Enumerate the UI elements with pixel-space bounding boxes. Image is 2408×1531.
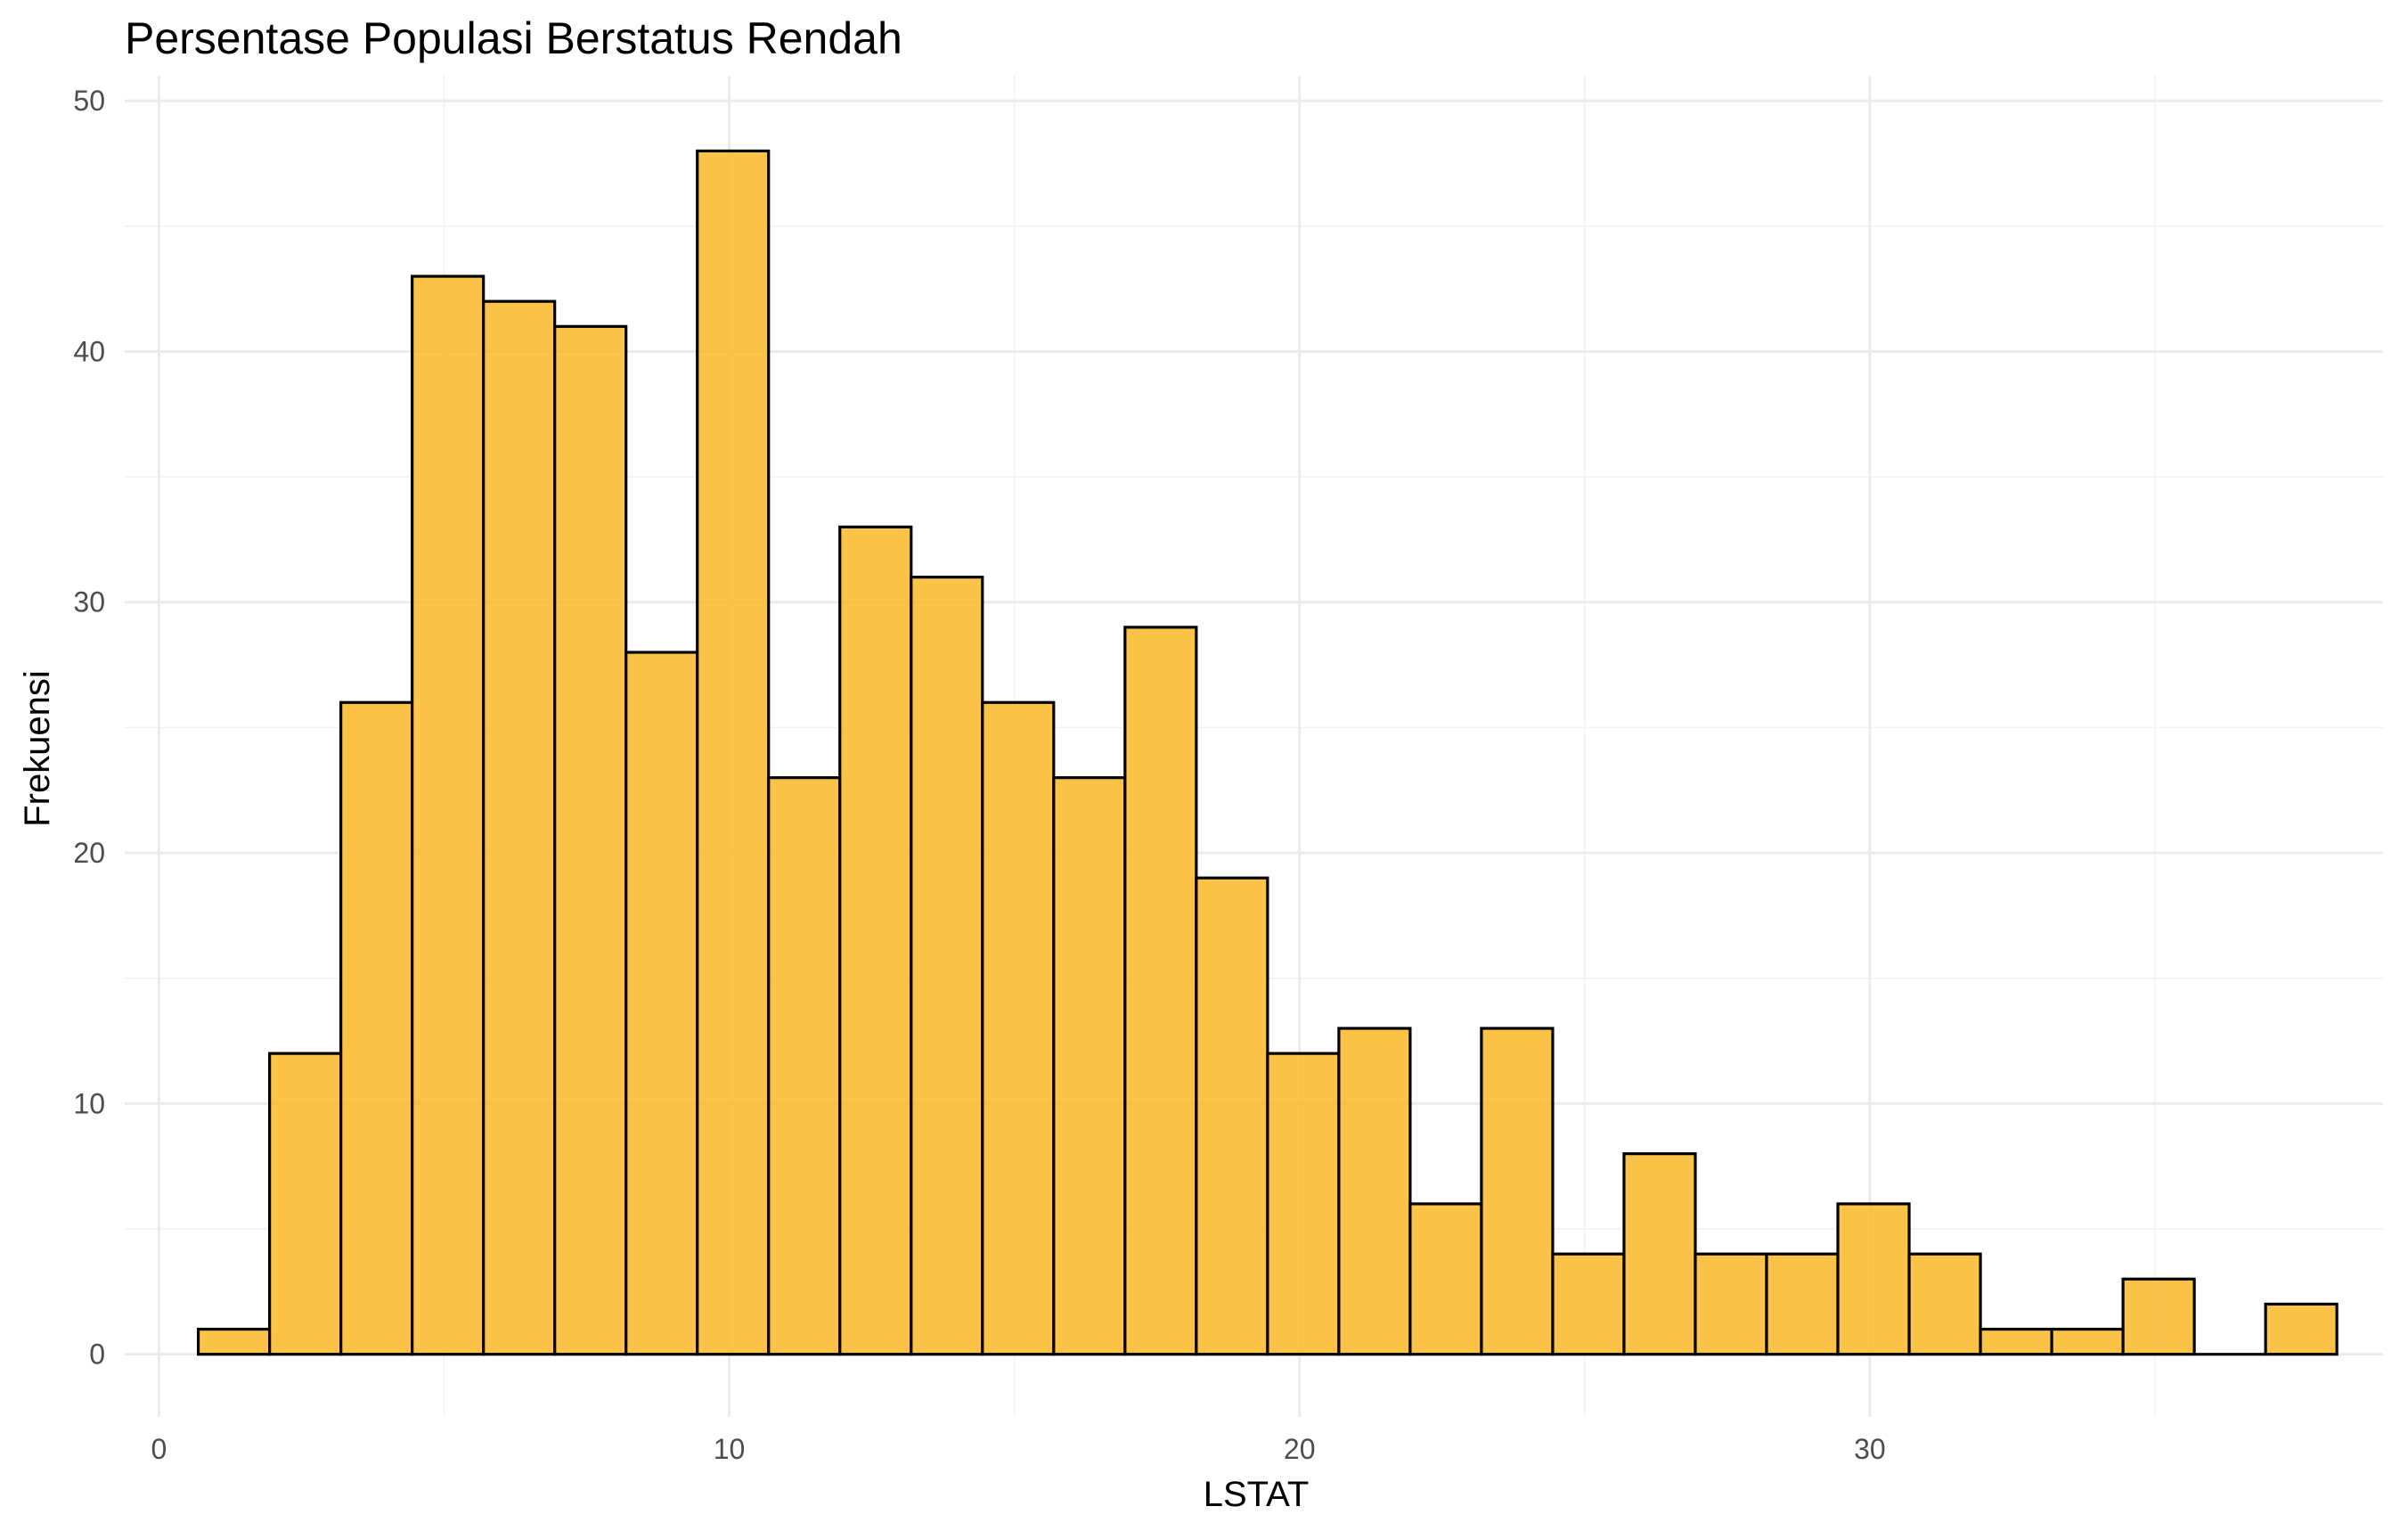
histogram-bars xyxy=(196,149,2339,1356)
y-tick-label: 50 xyxy=(73,85,105,117)
y-tick-label: 20 xyxy=(73,837,105,869)
y-tick-label: 0 xyxy=(89,1339,105,1371)
histogram-bar xyxy=(1408,1202,1483,1356)
histogram-bar xyxy=(1266,1052,1341,1356)
y-tick-label: 40 xyxy=(73,335,105,367)
histogram-bar xyxy=(1123,626,1198,1356)
histogram-bar xyxy=(981,700,1056,1356)
histogram-bar xyxy=(2050,1327,2125,1356)
histogram-bar xyxy=(1337,1027,1412,1356)
histogram-bar xyxy=(1551,1252,1626,1356)
histogram-bar xyxy=(1622,1152,1697,1356)
histogram-bar xyxy=(1979,1327,2053,1356)
histogram-bar xyxy=(696,149,771,1356)
histogram-bar xyxy=(267,1052,343,1356)
x-axis-ticks: 0 10 20 30 xyxy=(151,1433,1886,1465)
histogram-bar xyxy=(624,651,699,1356)
histogram-bar xyxy=(1836,1202,1911,1356)
histogram-bar xyxy=(1765,1252,1840,1356)
histogram-bar xyxy=(1907,1252,1982,1356)
histogram-bar xyxy=(411,274,486,1356)
chart-title: Persentase Populasi Berstatus Rendah xyxy=(125,13,902,63)
histogram-bar xyxy=(1195,876,1269,1356)
x-axis-title: LSTAT xyxy=(1204,1475,1310,1514)
histogram-bar xyxy=(1052,776,1127,1356)
x-tick-label: 10 xyxy=(714,1433,746,1465)
histogram-bar xyxy=(2121,1277,2196,1356)
y-axis-title: Frekuensi xyxy=(18,670,57,827)
x-tick-label: 0 xyxy=(151,1433,167,1465)
histogram-bar xyxy=(838,525,913,1356)
y-axis-ticks: 0 10 20 30 40 50 xyxy=(73,85,105,1371)
y-tick-label: 10 xyxy=(73,1087,105,1119)
histogram-bar xyxy=(553,324,628,1356)
histogram-bar xyxy=(1480,1027,1555,1356)
histogram-bar xyxy=(767,776,842,1356)
x-tick-label: 20 xyxy=(1284,1433,1316,1465)
histogram-bar xyxy=(910,576,984,1356)
histogram-bar xyxy=(2264,1302,2339,1356)
histogram-bar xyxy=(339,700,414,1356)
histogram-bar xyxy=(482,299,557,1356)
histogram-bar xyxy=(196,1327,272,1356)
x-tick-label: 30 xyxy=(1854,1433,1886,1465)
y-tick-label: 30 xyxy=(73,586,105,618)
histogram-bar xyxy=(1694,1252,1768,1356)
